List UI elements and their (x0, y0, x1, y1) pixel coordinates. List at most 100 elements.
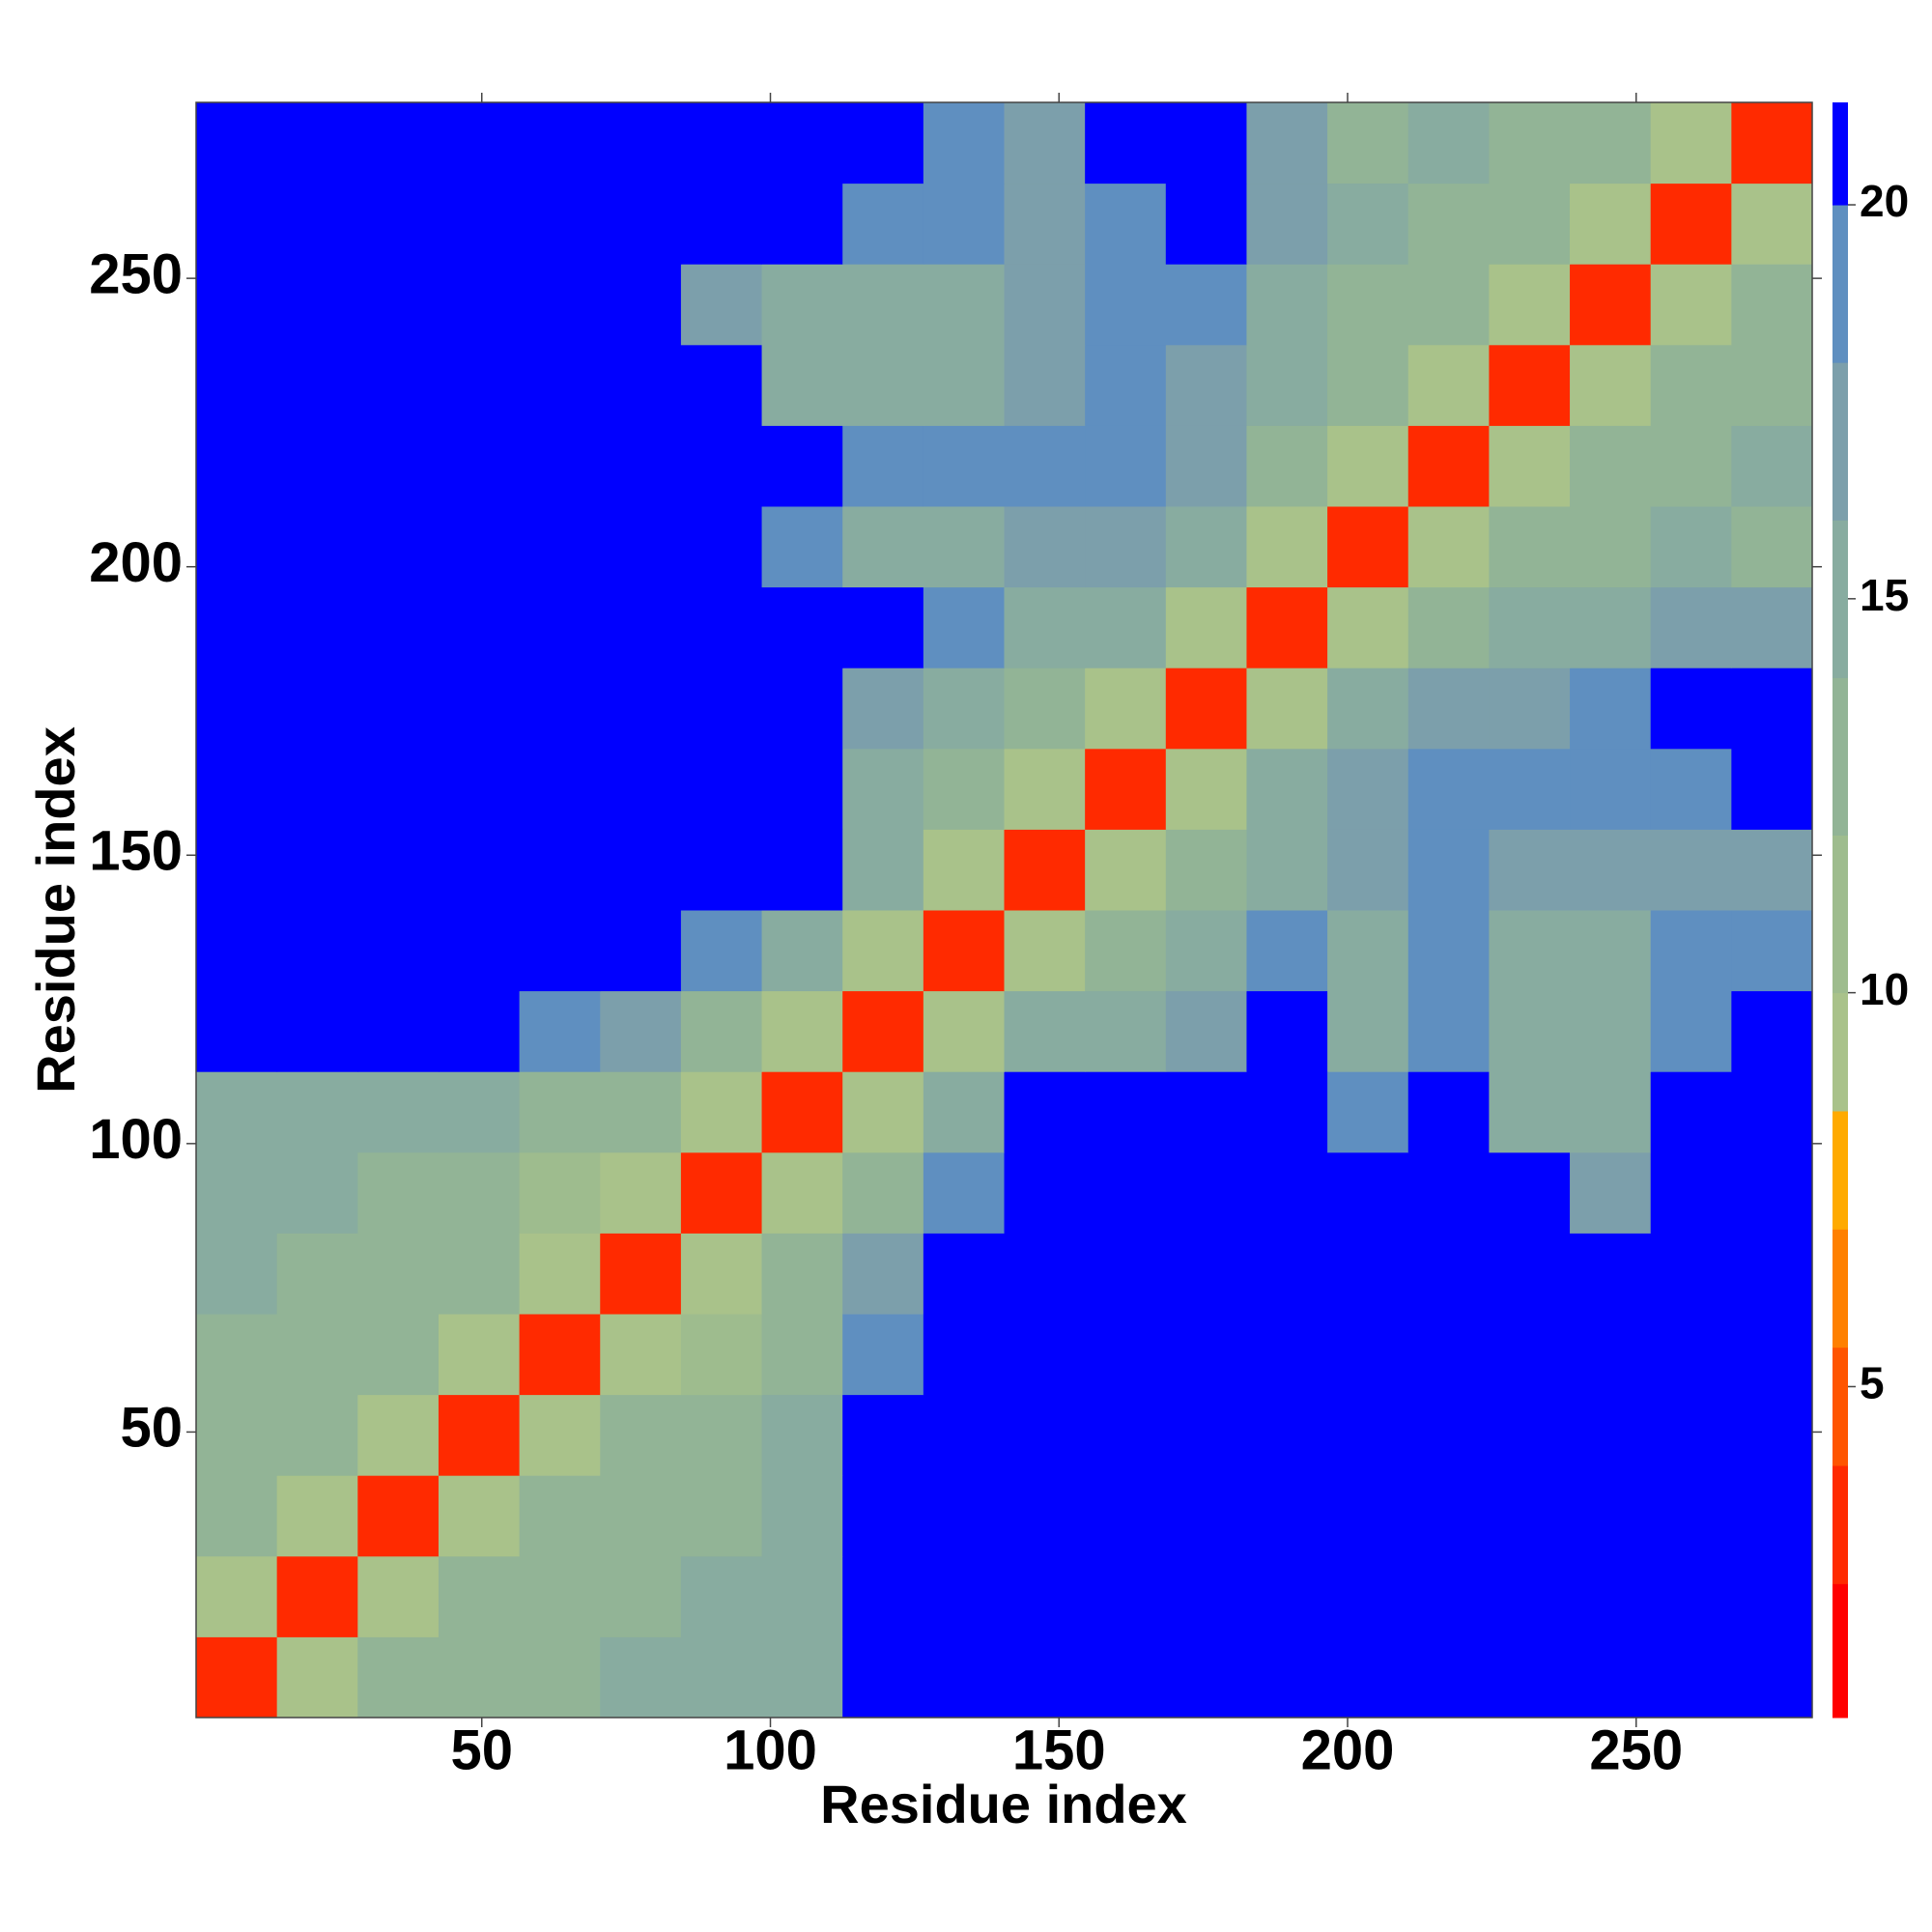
heatmap-cell (1570, 990, 1652, 1072)
heatmap-cell (1004, 506, 1086, 588)
heatmap-cell (1731, 1233, 1813, 1315)
heatmap-cell (438, 1233, 521, 1315)
heatmap-cell (1489, 344, 1571, 426)
heatmap-cell (923, 829, 1005, 911)
heatmap-cell (276, 506, 358, 588)
heatmap-cell (519, 425, 601, 507)
heatmap-cell (842, 990, 924, 1072)
heatmap-cell (1327, 1314, 1409, 1396)
heatmap-cell (1246, 1475, 1328, 1557)
heatmap-cell (600, 344, 682, 426)
heatmap-cell (1004, 1314, 1086, 1396)
heatmap-cell (1489, 586, 1571, 668)
heatmap-cell (1650, 102, 1732, 185)
colorbar-segment (1833, 362, 1848, 521)
heatmap-cell (600, 264, 682, 346)
heatmap-cell (1165, 1394, 1247, 1476)
heatmap-cell (357, 183, 440, 265)
heatmap-cell (519, 264, 601, 346)
heatmap-cell (1650, 1233, 1732, 1315)
heatmap-cell (1085, 344, 1167, 426)
heatmap-cell (1731, 586, 1813, 668)
heatmap-cell (196, 586, 278, 668)
heatmap-cell (1246, 748, 1328, 830)
heatmap-cell (1246, 1394, 1328, 1476)
heatmap-cell (276, 1071, 358, 1153)
heatmap-cell (842, 1636, 924, 1719)
heatmap-cell (1731, 1394, 1813, 1476)
heatmap-cell (1004, 990, 1086, 1072)
heatmap-cell (357, 990, 440, 1072)
heatmap-cell (1004, 1233, 1086, 1315)
heatmap-cell (1407, 264, 1490, 346)
heatmap-cell (680, 1071, 763, 1153)
heatmap-cell (761, 990, 843, 1072)
heatmap-cell (276, 425, 358, 507)
heatmap-cell (276, 1636, 358, 1719)
heatmap-cell (1165, 990, 1247, 1072)
heatmap-cell (1246, 1071, 1328, 1153)
heatmap-cell (600, 1314, 682, 1396)
heatmap-cell (357, 1394, 440, 1476)
heatmap-cell (1731, 668, 1813, 750)
heatmap-cell (680, 1555, 763, 1637)
heatmap-cell (842, 183, 924, 265)
heatmap-cell (438, 1151, 521, 1234)
heatmap-cell (438, 264, 521, 346)
heatmap-cell (1489, 425, 1571, 507)
heatmap-cell (1570, 1233, 1652, 1315)
heatmap-cell (600, 1233, 682, 1315)
heatmap-cell (1731, 990, 1813, 1072)
x-tick-label: 100 (724, 1719, 817, 1781)
colorbar-segment (1833, 677, 1848, 837)
heatmap-cell (600, 748, 682, 830)
heatmap-cell (276, 1314, 358, 1396)
heatmap-cell (600, 425, 682, 507)
heatmap-cell (1165, 1555, 1247, 1637)
heatmap-cell (761, 586, 843, 668)
heatmap-cell (1489, 506, 1571, 588)
heatmap-cell (1085, 425, 1167, 507)
heatmap-cell (680, 910, 763, 992)
heatmap-cell (1489, 183, 1571, 265)
heatmap-cell (196, 748, 278, 830)
heatmap-cell (842, 1071, 924, 1153)
heatmap-cell (1489, 1071, 1571, 1153)
heatmap-cell (276, 344, 358, 426)
heatmap-cell (1165, 829, 1247, 911)
heatmap-cell (842, 506, 924, 588)
heatmap-cell (438, 586, 521, 668)
heatmap-cell (1650, 1071, 1732, 1153)
heatmap-cell (357, 1071, 440, 1153)
heatmap-cell (1327, 829, 1409, 911)
heatmap-cell (1327, 990, 1409, 1072)
heatmap-cell (1650, 586, 1732, 668)
heatmap-cell (923, 668, 1005, 750)
heatmap-cell (600, 1071, 682, 1153)
heatmap-cell (1731, 1314, 1813, 1396)
heatmap-cell (680, 829, 763, 911)
heatmap-cell (842, 1475, 924, 1557)
heatmap-cell (438, 506, 521, 588)
heatmap-cell (842, 910, 924, 992)
heatmap-cell (1246, 668, 1328, 750)
heatmap-cell (196, 425, 278, 507)
heatmap-cell (196, 910, 278, 992)
heatmap-cell (1004, 1071, 1086, 1153)
heatmap-cell (196, 1555, 278, 1637)
heatmap-cell (923, 344, 1005, 426)
heatmap-cell (1731, 1555, 1813, 1637)
heatmap-cell (1004, 102, 1086, 185)
heatmap-cell (1004, 1636, 1086, 1719)
heatmap-cell (1570, 1475, 1652, 1557)
heatmap-cell (196, 264, 278, 346)
heatmap-cell (1731, 1071, 1813, 1153)
heatmap-cell (842, 586, 924, 668)
heatmap-cell (196, 183, 278, 265)
heatmap-cell (1246, 344, 1328, 426)
heatmap-cell (1570, 1071, 1652, 1153)
heatmap-cell (357, 264, 440, 346)
heatmap-cell (357, 1151, 440, 1234)
colorbar-segment (1833, 1465, 1848, 1584)
